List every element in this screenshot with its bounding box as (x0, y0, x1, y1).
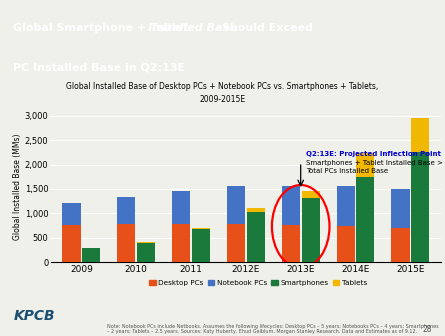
Bar (302, 198, 320, 262)
Text: KPCB: KPCB (13, 308, 55, 323)
Bar (137, 242, 155, 243)
Bar (411, 118, 429, 152)
Bar (62, 203, 81, 225)
Bar (247, 212, 265, 262)
Bar (192, 229, 210, 262)
Bar (227, 186, 245, 224)
Bar (172, 223, 190, 262)
Bar (336, 186, 355, 226)
Bar (282, 225, 300, 262)
Y-axis label: Global Installed Base (MMs): Global Installed Base (MMs) (13, 133, 22, 240)
Bar (172, 192, 190, 223)
Text: Smartphones + Tablet Installed Base >
Total PCs Installed Base: Smartphones + Tablet Installed Base > To… (306, 160, 443, 174)
Bar (62, 225, 81, 262)
Text: 28: 28 (422, 325, 432, 334)
Text: Installed Base: Installed Base (148, 23, 237, 33)
Bar (227, 224, 245, 262)
Bar (356, 177, 374, 262)
Text: Note: Notebook PCs include Netbooks. Assumes the following lifecycles: Desktop P: Note: Notebook PCs include Netbooks. Ass… (107, 324, 438, 334)
Text: Global Smartphone + Tablet: Global Smartphone + Tablet (13, 23, 193, 33)
Bar (117, 224, 135, 262)
Bar (117, 197, 135, 224)
Text: Should Exceed: Should Exceed (218, 23, 313, 33)
Text: Global Installed Base of Desktop PCs + Notebook PCs vs. Smartphones + Tablets,
2: Global Installed Base of Desktop PCs + N… (66, 82, 379, 103)
Bar (302, 191, 320, 198)
Bar (82, 248, 100, 262)
Bar (356, 153, 374, 177)
Bar (282, 186, 300, 225)
Text: PC Installed Base in Q2:13E: PC Installed Base in Q2:13E (13, 63, 186, 73)
Text: Q2:13E: Projected Inflection Point: Q2:13E: Projected Inflection Point (306, 151, 441, 157)
Bar (192, 228, 210, 229)
Bar (247, 208, 265, 212)
Bar (392, 228, 409, 262)
Bar (336, 226, 355, 262)
Legend: Desktop PCs, Notebook PCs, Smartphones, Tablets: Desktop PCs, Notebook PCs, Smartphones, … (146, 277, 370, 289)
Bar (137, 243, 155, 262)
Bar (411, 152, 429, 262)
Bar (392, 189, 409, 228)
